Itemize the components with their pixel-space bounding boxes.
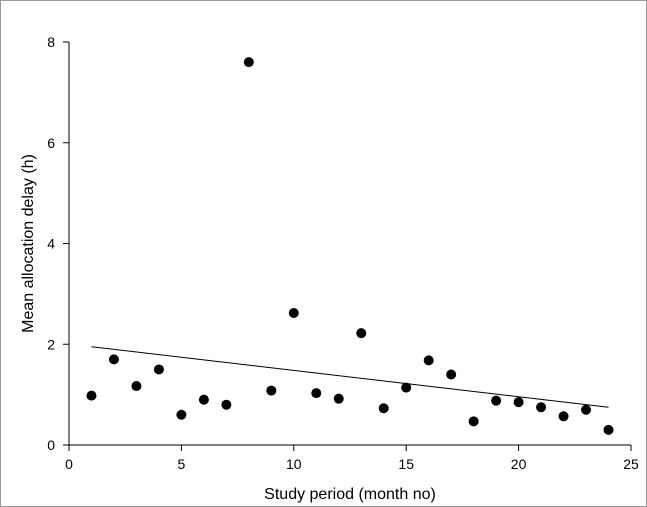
data-point-20: [513, 397, 524, 408]
x-tick-label-4: 20: [511, 456, 527, 472]
data-point-7: [221, 399, 232, 410]
x-tick-label-3: 15: [398, 456, 414, 472]
data-point-21: [536, 402, 547, 413]
y-tick-label-0: 0: [47, 437, 55, 453]
y-axis-label: Mean allocation delay (h): [20, 154, 37, 333]
data-point-23: [581, 404, 592, 415]
x-tick-label-5: 25: [623, 456, 639, 472]
y-tick-label-3: 6: [47, 135, 55, 151]
x-axis-label: Study period (month no): [264, 486, 436, 503]
y-tick-label-1: 2: [47, 336, 55, 352]
x-tick-label-0: 0: [65, 456, 73, 472]
trend-line: [91, 346, 609, 408]
data-point-19: [491, 395, 502, 406]
data-point-18: [468, 416, 479, 427]
data-point-12: [333, 393, 344, 404]
data-point-9: [266, 385, 277, 396]
data-point-24: [603, 424, 614, 435]
x-tick-label-2: 10: [286, 456, 302, 472]
data-point-15: [401, 382, 412, 393]
data-point-11: [311, 388, 322, 399]
y-ticks: 0 2 4 6 8: [47, 34, 69, 453]
data-point-8: [243, 57, 254, 68]
data-point-17: [446, 369, 457, 380]
data-points: [86, 57, 614, 435]
data-point-14: [378, 403, 389, 414]
y-tick-label-4: 8: [47, 34, 55, 50]
data-point-13: [356, 328, 367, 339]
data-point-1: [86, 390, 97, 401]
data-point-22: [558, 411, 569, 422]
data-point-6: [198, 394, 209, 405]
x-tick-label-1: 5: [178, 456, 186, 472]
y-tick-label-2: 4: [47, 236, 55, 252]
x-ticks: 0 5 10 15 20 25: [65, 445, 639, 472]
data-point-5: [176, 409, 187, 420]
data-point-2: [108, 354, 119, 365]
axes: [68, 42, 631, 446]
data-point-3: [131, 381, 142, 392]
data-point-10: [288, 308, 299, 319]
data-point-4: [153, 364, 164, 375]
data-point-16: [423, 355, 434, 366]
